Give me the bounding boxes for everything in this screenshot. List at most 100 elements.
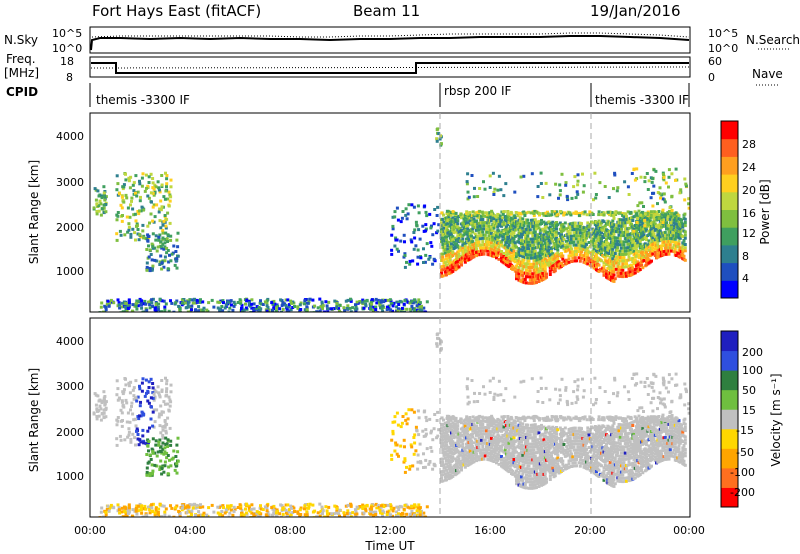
rti-cell: [451, 235, 455, 239]
rti-cell: [120, 506, 124, 510]
rti-cell: [131, 227, 135, 231]
rti-cell: [537, 235, 541, 239]
rti-cell: [471, 227, 475, 231]
rti-cell: [683, 258, 687, 262]
rti-cell: [148, 303, 152, 307]
rti-cell: [130, 514, 134, 517]
rti-cell: [369, 305, 372, 309]
rti-cell: [210, 503, 214, 507]
rti-cell: [424, 223, 428, 227]
rti-cell: [212, 510, 216, 514]
rti-cell: [463, 216, 467, 220]
rti-cell: [152, 408, 156, 412]
rti-cell: [441, 236, 445, 240]
rti-cell: [471, 240, 475, 244]
rti-cell: [613, 252, 617, 255]
rti-cell: [161, 229, 165, 232]
rti-cell: [562, 238, 566, 241]
rti-cell: [319, 510, 323, 513]
rti-cell: [677, 242, 681, 246]
rti-cell: [232, 300, 236, 304]
rti-cell: [151, 232, 155, 236]
rti-cell: [505, 241, 508, 245]
rti-cell: [127, 179, 131, 183]
rti-cell: [401, 415, 405, 418]
rti-cell: [453, 236, 457, 240]
rti-cell: [475, 214, 479, 218]
rti-cell: [164, 224, 168, 228]
rti-cell: [399, 515, 403, 517]
rti-cell: [507, 221, 511, 224]
rti-cell: [147, 244, 150, 248]
rti-cell: [603, 224, 607, 228]
rti-cell: [613, 236, 617, 240]
rti-cell: [552, 241, 556, 245]
rti-cell: [95, 417, 99, 421]
rti-cell: [472, 236, 476, 240]
rti-cell: [683, 243, 687, 246]
rti-cell: [600, 221, 603, 225]
rti-cell: [593, 257, 597, 261]
rti-cell: [512, 237, 516, 241]
rti-cell: [160, 379, 164, 382]
rti-cell: [115, 238, 119, 242]
rti-cell: [285, 306, 288, 310]
rti-cell: [169, 464, 173, 468]
rti-cell: [598, 242, 602, 246]
rti-cell: [466, 190, 470, 194]
rti-cell: [127, 430, 131, 434]
rti-cell: [142, 302, 146, 306]
rti-cell: [201, 300, 205, 304]
rti-cell: [316, 306, 320, 310]
rti-cell: [543, 257, 547, 261]
rti-cell: [167, 309, 171, 312]
rti-cell: [311, 298, 315, 302]
rti-cell: [286, 503, 290, 507]
rti-cell: [169, 299, 172, 303]
rti-cell: [441, 255, 445, 259]
rti-cell: [403, 254, 407, 257]
rti-cell: [471, 230, 475, 234]
rti-cell: [124, 506, 128, 510]
rti-cell: [210, 298, 214, 302]
rti-cell: [468, 232, 472, 236]
rti-cell: [496, 253, 500, 257]
rti-cell: [151, 304, 155, 308]
rti-cell: [548, 225, 552, 229]
rti-cell: [121, 310, 125, 312]
rti-cell: [652, 168, 656, 172]
rti-cell: [446, 228, 450, 232]
rti-cell: [458, 226, 462, 230]
rti-cell: [158, 298, 162, 302]
rti-cell: [244, 507, 247, 511]
rti-cell: [163, 214, 167, 217]
rti-cell: [670, 212, 674, 216]
rti-cell: [140, 410, 144, 414]
rti-cell: [169, 195, 173, 199]
rti-cell: [477, 445, 481, 449]
rti-cell: [220, 510, 224, 513]
rti-cell: [650, 228, 653, 232]
rti-cell: [543, 270, 547, 274]
rti-cell: [563, 243, 567, 247]
rti-cell: [467, 195, 471, 199]
rti-cell: [255, 306, 258, 310]
rti-cell: [527, 210, 531, 214]
rti-cell: [490, 231, 493, 235]
rti-cell: [124, 307, 128, 311]
rti-cell: [100, 194, 104, 198]
rti-cell: [616, 236, 620, 240]
rti-cell: [632, 227, 636, 231]
rti-cell: [415, 308, 419, 312]
rti-cell: [443, 456, 447, 460]
rti-cell: [571, 256, 575, 260]
rti-cell: [425, 505, 429, 509]
rti-cell: [156, 180, 160, 184]
rti-cell: [600, 237, 603, 241]
rti-cell: [378, 302, 382, 306]
rti-cell: [139, 235, 143, 239]
rti-cell: [519, 175, 523, 179]
rti-cell: [572, 240, 576, 244]
rti-cell: [522, 258, 526, 262]
rti-cell: [158, 503, 162, 507]
